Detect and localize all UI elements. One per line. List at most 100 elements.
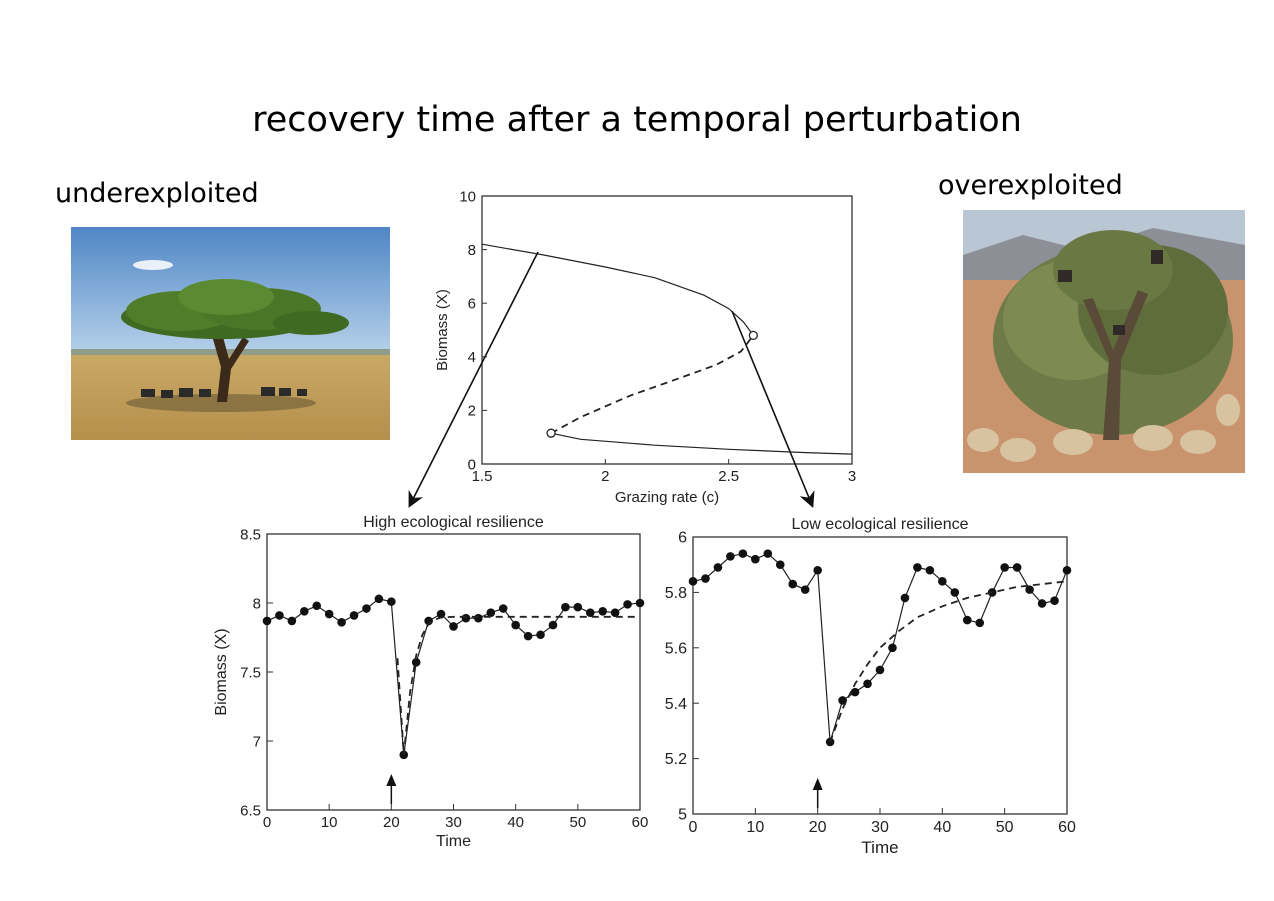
data-point <box>511 620 520 630</box>
x-tick-label: 1.5 <box>472 468 493 485</box>
data-point <box>623 600 632 609</box>
plot-frame <box>266 533 641 811</box>
y-tick-label: 5.6 <box>665 640 687 657</box>
chart-3: 0 10 20 30 40 50 60 5 5.2 5.4 5.6 5.8 6 Time Low ecolo… <box>665 516 1076 857</box>
y-tick-label: 4 <box>468 349 476 366</box>
y-tick-label: 8 <box>468 242 476 259</box>
data-point <box>1000 563 1009 572</box>
plot-frame <box>481 195 853 465</box>
y-tick-label: 2 <box>468 403 476 420</box>
series-line-2 <box>829 580 1068 743</box>
x-axis-label: Grazing rate (c) <box>615 489 719 506</box>
data-point <box>610 608 620 617</box>
x-tick-label: 2.5 <box>718 468 739 485</box>
y-tick-label: 6 <box>678 530 687 547</box>
data-point <box>337 618 346 627</box>
data-point <box>300 606 309 616</box>
y-tick-label: 8 <box>253 595 261 612</box>
data-point <box>875 665 885 675</box>
data-point <box>486 608 496 617</box>
data-point <box>900 593 910 603</box>
data-point <box>635 598 645 608</box>
data-point <box>349 611 359 620</box>
y-tick-label: 5.8 <box>665 585 687 602</box>
data-point <box>362 604 371 613</box>
perturbation-arrow-icon <box>812 778 823 790</box>
x-tick-label: 20 <box>383 814 400 831</box>
data-point <box>287 616 297 626</box>
data-point <box>411 658 421 667</box>
y-tick-label: 6 <box>468 295 476 312</box>
acacia-savanna-photo <box>71 227 390 440</box>
data-point <box>498 604 508 613</box>
data-point <box>688 577 698 586</box>
overexploited-label: overexploited <box>938 170 1123 201</box>
series-line-2 <box>396 615 640 755</box>
x-tick-label: 40 <box>507 814 524 831</box>
x-tick-label: 3 <box>848 468 856 485</box>
y-tick-label: 5.4 <box>665 696 687 713</box>
data-point <box>950 588 960 597</box>
series-line-1 <box>692 552 1068 743</box>
y-tick-label: 5.2 <box>665 751 687 768</box>
x-tick-label: 60 <box>1058 819 1076 836</box>
series-line-3 <box>550 432 853 455</box>
data-point <box>738 549 748 558</box>
y-tick-label: 6.5 <box>240 802 261 819</box>
data-point <box>561 602 570 612</box>
data-point <box>751 554 760 564</box>
data-point <box>523 631 533 641</box>
x-tick-label: 0 <box>689 819 698 836</box>
data-point <box>888 643 897 653</box>
data-point <box>713 563 723 572</box>
y-tick-label: 10 <box>459 188 476 205</box>
series-line-2 <box>550 334 755 434</box>
data-point <box>387 597 396 606</box>
x-tick-label: 60 <box>632 814 649 831</box>
data-point <box>975 618 985 628</box>
data-point <box>701 574 710 583</box>
data-point <box>813 565 822 575</box>
data-point <box>1062 565 1072 575</box>
x-tick-label: 10 <box>746 819 764 836</box>
data-point <box>938 577 947 586</box>
x-tick-label: 40 <box>933 819 951 836</box>
data-point <box>374 594 384 604</box>
data-point <box>925 565 935 575</box>
data-point <box>775 560 785 569</box>
x-tick-label: 50 <box>569 814 586 831</box>
bifurcation-point <box>748 330 758 341</box>
chart-2: 0 10 20 30 40 50 60 6.5 7 7.5 8 8.5 Time Biomass (X) H… <box>213 514 648 850</box>
connector-arrow-low <box>731 310 815 508</box>
perturbation-arrow-icon <box>386 774 397 786</box>
data-point <box>548 620 558 630</box>
data-point <box>863 679 872 689</box>
data-point <box>850 687 860 697</box>
y-axis-label: Biomass (X) <box>434 289 451 371</box>
x-tick-label: 50 <box>996 819 1014 836</box>
connector-arrow-high <box>408 251 539 508</box>
data-point <box>275 611 284 620</box>
slide-title: recovery time after a temporal perturbat… <box>252 100 1022 140</box>
x-tick-label: 10 <box>321 814 338 831</box>
data-point <box>536 630 545 640</box>
data-point <box>726 552 735 561</box>
plot-frame <box>692 536 1068 815</box>
x-tick-label: 30 <box>445 814 462 831</box>
y-axis-label: Biomass (X) <box>213 628 230 715</box>
y-tick-label: 0 <box>468 456 476 473</box>
goats-in-tree-photo <box>963 210 1245 473</box>
data-point <box>312 601 322 611</box>
data-point <box>262 616 272 626</box>
data-point <box>763 549 773 558</box>
x-tick-label: 30 <box>871 819 889 836</box>
y-tick-label: 8.5 <box>240 526 261 543</box>
bifurcation-point <box>546 428 556 438</box>
data-point <box>585 608 595 617</box>
y-tick-label: 7.5 <box>240 664 261 681</box>
chart-1: 1.5 2 2.5 3 0 2 4 6 8 10 Grazing rate (c) Biomass (… <box>434 188 856 506</box>
underexploited-label: underexploited <box>55 178 259 209</box>
y-tick-label: 7 <box>253 733 261 750</box>
data-point <box>962 615 972 625</box>
